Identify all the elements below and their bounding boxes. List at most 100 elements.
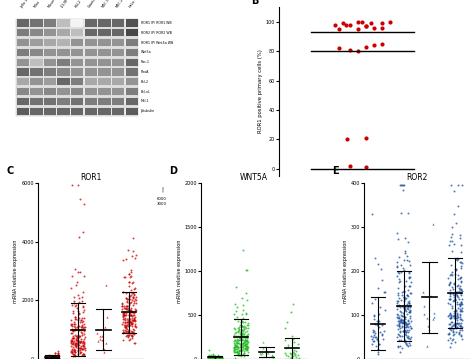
Bar xyxy=(57,69,70,75)
Point xyxy=(395,322,403,327)
Point xyxy=(129,235,137,241)
Point xyxy=(77,339,84,345)
Point xyxy=(240,350,248,356)
Point xyxy=(206,353,213,359)
Point xyxy=(457,307,465,313)
Point xyxy=(457,286,465,292)
Text: Hbl-2: Hbl-2 xyxy=(74,0,82,9)
Point xyxy=(289,333,296,339)
Point xyxy=(243,344,250,349)
Point xyxy=(406,304,414,309)
Point xyxy=(219,355,226,359)
Point xyxy=(79,339,87,345)
Point xyxy=(445,297,453,302)
Point xyxy=(119,312,127,318)
Point xyxy=(236,348,243,354)
Point xyxy=(454,317,461,323)
Point xyxy=(238,323,246,329)
Point xyxy=(210,355,217,359)
Point xyxy=(234,325,242,331)
Point xyxy=(130,340,138,346)
Point xyxy=(209,355,217,359)
Point xyxy=(395,318,402,323)
Point xyxy=(211,355,219,359)
Text: 6000
3000: 6000 3000 xyxy=(157,197,167,206)
Point xyxy=(72,341,79,346)
Point xyxy=(381,289,389,295)
Point xyxy=(401,296,409,302)
Point xyxy=(403,342,411,348)
Point xyxy=(132,324,139,330)
Point xyxy=(126,310,133,316)
Point xyxy=(400,302,407,308)
Point xyxy=(132,308,139,314)
Point xyxy=(451,271,458,276)
Point xyxy=(72,340,80,346)
Text: Bcl-2: Bcl-2 xyxy=(141,80,149,84)
Point xyxy=(238,311,246,316)
Point xyxy=(79,326,87,331)
Point xyxy=(80,308,88,313)
Point xyxy=(233,343,241,349)
Point xyxy=(126,300,134,306)
Point xyxy=(128,329,136,335)
Point xyxy=(395,255,402,260)
Point xyxy=(457,332,465,338)
Point xyxy=(47,354,55,359)
Point xyxy=(456,285,463,290)
Point xyxy=(77,343,85,349)
Point xyxy=(447,280,454,286)
Point xyxy=(126,336,134,342)
Point xyxy=(292,354,300,359)
Point xyxy=(122,328,130,334)
Point xyxy=(404,318,411,324)
Point xyxy=(395,332,403,337)
Point xyxy=(126,294,133,299)
Point xyxy=(447,279,454,285)
Point xyxy=(453,307,460,313)
Point xyxy=(78,345,85,351)
Point xyxy=(132,317,139,322)
Point xyxy=(121,274,129,280)
Bar xyxy=(44,29,56,36)
Point xyxy=(72,282,80,288)
Point xyxy=(399,187,407,193)
Point xyxy=(205,355,212,359)
Point xyxy=(218,355,225,359)
Point xyxy=(122,256,130,262)
Point xyxy=(68,321,75,327)
Point xyxy=(262,349,270,354)
Point xyxy=(406,283,413,289)
Point xyxy=(71,322,79,327)
Bar xyxy=(112,59,124,66)
Point xyxy=(456,283,464,289)
Point xyxy=(445,283,452,288)
Point xyxy=(457,323,465,328)
Point xyxy=(73,334,81,339)
Point xyxy=(406,313,413,319)
Point xyxy=(230,349,238,354)
Point xyxy=(244,345,251,351)
Point xyxy=(402,341,410,346)
Point xyxy=(395,314,402,320)
Point xyxy=(51,350,59,356)
Point xyxy=(70,327,77,333)
Point xyxy=(44,354,51,359)
Point xyxy=(74,308,82,313)
Point xyxy=(450,321,457,327)
Point xyxy=(458,317,466,322)
Point xyxy=(218,355,225,359)
Point xyxy=(76,345,83,351)
Point xyxy=(242,290,249,296)
Point xyxy=(230,345,238,350)
Point xyxy=(372,255,379,261)
Point xyxy=(214,354,221,359)
Point xyxy=(126,319,134,325)
Text: C: C xyxy=(6,166,14,176)
Point xyxy=(126,318,134,323)
Point xyxy=(241,329,249,335)
Point xyxy=(458,182,465,188)
Point xyxy=(344,136,351,142)
Point xyxy=(241,320,249,325)
Point xyxy=(69,340,76,346)
